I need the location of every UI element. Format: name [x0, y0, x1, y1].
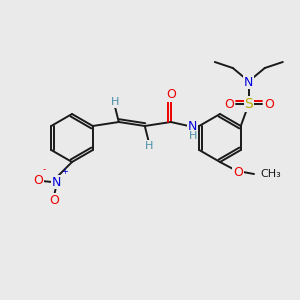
Text: N: N [244, 76, 254, 88]
Text: O: O [33, 175, 43, 188]
Text: H: H [111, 97, 119, 107]
Text: -: - [43, 165, 46, 174]
Text: O: O [166, 88, 176, 101]
Text: CH₃: CH₃ [260, 169, 281, 179]
Text: +: + [61, 167, 68, 176]
Text: N: N [188, 119, 197, 133]
Text: O: O [233, 166, 243, 178]
Text: S: S [244, 97, 253, 111]
Text: N: N [51, 176, 61, 188]
Text: O: O [264, 98, 274, 110]
Text: O: O [224, 98, 234, 110]
Text: H: H [189, 131, 197, 141]
Text: H: H [145, 141, 153, 151]
Text: O: O [49, 194, 59, 206]
